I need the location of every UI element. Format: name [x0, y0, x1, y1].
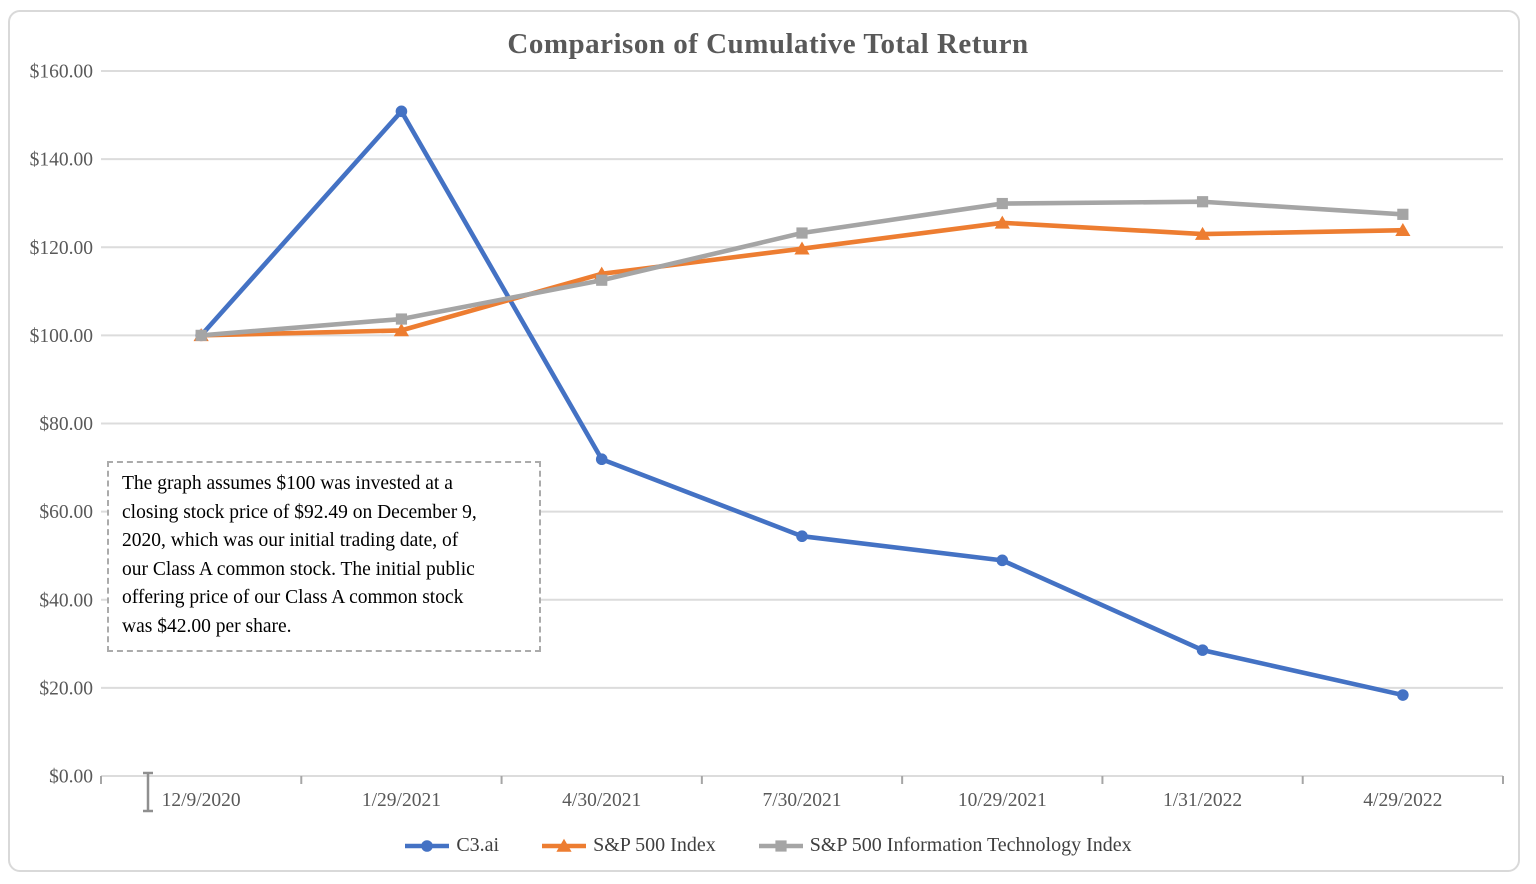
legend: C3.ai S&P 500 Index S&P 500 Information … [0, 834, 1536, 857]
legend-item-sp500: S&P 500 Index [541, 834, 716, 857]
series-c3-ai-marker-4 [996, 554, 1009, 567]
sp500-line-marker-icon [542, 838, 587, 852]
y-axis-label-100: $100.00 [30, 326, 93, 347]
legend-label: S&P 500 Information Technology Index [809, 834, 1132, 856]
series-c3-ai-marker-5 [1196, 644, 1209, 656]
y-axis-label-140: $140.00 [30, 150, 93, 171]
y-axis-label-160: $160.00 [30, 62, 93, 83]
series-s-p-500-information-technology-index-marker-6 [1397, 208, 1409, 220]
series-s-p-500-information-technology-index-marker-2 [596, 274, 608, 286]
legend-marker-shape [421, 839, 434, 852]
x-axis-label-3: 7/30/2021 [762, 790, 841, 811]
series-c3-ai-marker-6 [1397, 689, 1409, 701]
annotation-text-line: 2020, which was our initial trading date… [122, 530, 459, 551]
x-axis-label-2: 4/30/2021 [562, 790, 641, 811]
x-axis-label-5: 1/31/2022 [1163, 790, 1242, 811]
series-s-p-500-index-marker-5 [1194, 226, 1211, 240]
annotation-text-line: offering price of our Class A common sto… [122, 587, 464, 608]
series-c3-ai-marker-3 [796, 530, 808, 543]
y-axis-label-0: $0.00 [49, 767, 93, 788]
legend-item-c3ai: C3.ai [404, 834, 499, 857]
x-axis-label-0: 12/9/2020 [162, 790, 241, 811]
y-axis-label-60: $60.00 [39, 502, 93, 523]
annotation-text-line: was $42.00 per share. [122, 615, 292, 637]
series-c3-ai-marker-1 [395, 105, 408, 118]
legend-marker-shape [556, 838, 572, 852]
y-axis-label-120: $120.00 [30, 238, 93, 259]
series-s-p-500-information-technology-index-line [198, 199, 1406, 338]
text-cursor-icon [140, 771, 156, 818]
legend-marker-shape [775, 839, 787, 852]
y-axis-label-20: $20.00 [39, 678, 93, 699]
chart-title: Comparison of Cumulative Total Return [507, 28, 1029, 60]
c3ai-line-marker-icon [405, 839, 450, 852]
legend-label: C3.ai [456, 834, 500, 856]
series-s-p-500-information-technology-index-marker-5 [1196, 196, 1209, 208]
series-c3-ai-marker-2 [595, 453, 608, 466]
x-axis-label-6: 4/29/2022 [1363, 790, 1442, 811]
series-s-p-500-information-technology-index-marker-1 [395, 313, 408, 325]
y-axis-label-80: $80.00 [39, 414, 93, 435]
sp500-it-line-marker-icon [758, 839, 803, 852]
series-s-p-500-index-marker-6 [1395, 222, 1411, 236]
series-s-p-500-index-marker-1 [393, 323, 410, 337]
series-s-p-500-information-technology-index-marker-3 [796, 227, 808, 239]
y-axis-label-40: $40.00 [39, 590, 93, 611]
chart-frame [8, 10, 1520, 872]
series-s-p-500-index-marker-3 [794, 241, 810, 255]
x-axis-label-4: 10/29/2021 [958, 790, 1047, 811]
series-s-p-500-index-marker-4 [994, 215, 1010, 229]
series-s-p-500-information-technology-index-marker-0 [195, 329, 207, 341]
legend-item-sp500-it: S&P 500 Information Technology Index [758, 834, 1132, 857]
annotation-text-line: The graph assumes $100 was invested at a [122, 473, 453, 494]
annotation-box: The graph assumes $100 was invested at a… [107, 461, 541, 652]
annotation-text-line: closing stock price of $92.49 on Decembe… [122, 501, 477, 523]
x-axis-label-1: 1/29/2021 [362, 790, 441, 811]
legend-label: S&P 500 Index [593, 834, 716, 856]
annotation-text-line: our Class A common stock. The initial pu… [122, 558, 475, 580]
series-s-p-500-information-technology-index-marker-4 [996, 197, 1008, 210]
